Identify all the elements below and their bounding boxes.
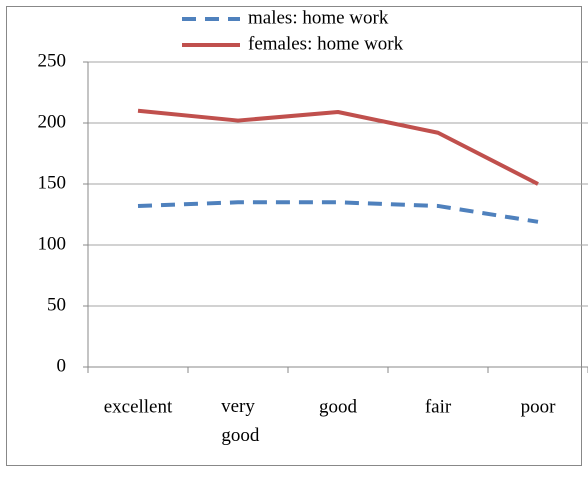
y-tick-label: 150 <box>38 172 67 193</box>
y-tick-label: 250 <box>38 50 67 71</box>
y-tick-label: 0 <box>57 355 67 376</box>
y-tick-label: 200 <box>38 111 67 132</box>
y-tick-label: 50 <box>47 294 66 315</box>
x-tick-label: poor <box>521 396 557 417</box>
x-tick-label: fair <box>425 396 452 417</box>
legend-label: males: home work <box>248 7 389 28</box>
y-tick-label: 100 <box>38 233 67 254</box>
x-tick-label: excellent <box>104 396 173 417</box>
x-tick-label: good <box>319 396 358 417</box>
chart-border <box>6 6 582 466</box>
series-line <box>137 108 539 186</box>
legend-label: females: home work <box>248 33 404 54</box>
series-line <box>137 200 539 224</box>
x-tick-label: very good <box>217 396 260 446</box>
